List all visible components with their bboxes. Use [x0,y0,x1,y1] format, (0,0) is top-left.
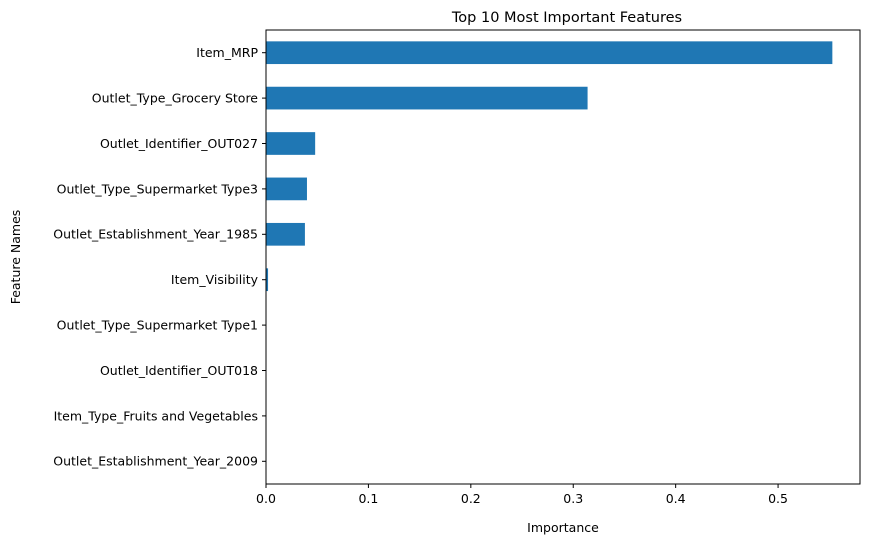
x-tick-label: 0.3 [563,491,583,506]
bar-3 [266,177,307,201]
x-tick-label: 0.0 [256,491,276,506]
y-tick-label: Outlet_Establishment_Year_2009 [53,454,258,469]
y-tick-label: Item_Visibility [171,272,259,287]
y-tick-label: Outlet_Type_Grocery Store [92,90,259,105]
y-axis-ticks: Item_MRP Outlet_Type_Grocery Store Outlet_… [53,45,266,469]
x-tick-label: 0.1 [358,491,378,506]
x-axis-label: Importance [527,520,599,535]
y-axis-label: Feature Names [8,210,23,305]
y-tick-label: Item_Type_Fruits and Vegetables [54,408,258,423]
x-tick-label: 0.4 [666,491,686,506]
x-tick-label: 0.2 [461,491,481,506]
plot-frame [265,29,861,485]
bars-layer [266,41,833,292]
y-tick-label: Outlet_Establishment_Year_1985 [53,227,258,242]
bar-0 [266,41,833,65]
bar-2 [266,132,316,155]
y-tick-label: Outlet_Type_Supermarket Type3 [57,181,258,196]
bar-4 [266,222,305,246]
bar-5 [266,268,269,292]
y-tick-label: Outlet_Type_Supermarket Type1 [57,317,258,332]
y-tick-label: Outlet_Identifier_OUT018 [100,363,258,378]
x-tick-label: 0.5 [768,491,788,506]
x-axis-ticks: 0.0 0.1 0.2 0.3 0.4 0.5 [256,484,788,506]
y-tick-label: Item_MRP [196,45,258,60]
y-tick-label: Outlet_Identifier_OUT027 [100,136,258,151]
chart-title: Top 10 Most Important Features [451,10,682,26]
bar-1 [266,86,588,110]
